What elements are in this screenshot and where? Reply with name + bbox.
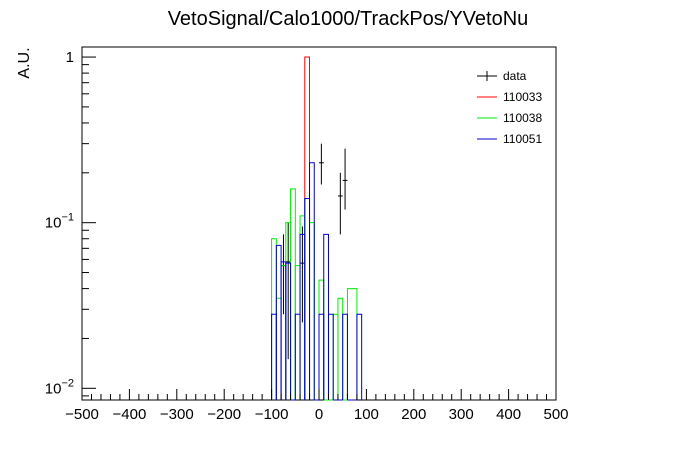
data-point	[285, 222, 291, 360]
x-axis: −500 −400 −300 −200 −100 0 100 200 300 400 500	[65, 389, 569, 423]
x-tick-label: 500	[543, 406, 568, 423]
histogram-bin	[342, 313, 348, 400]
x-tick-label: −100	[255, 406, 289, 423]
series-layer	[271, 56, 363, 401]
legend-item-data: data	[477, 69, 527, 83]
y-tick-label: 1	[66, 49, 74, 66]
histogram-bin	[309, 162, 315, 400]
legend-label: 110033	[503, 90, 542, 104]
x-tick-label: 0	[315, 406, 323, 423]
y-axis-label: A.U.	[16, 47, 33, 78]
series-110051	[271, 162, 363, 401]
legend-label: data	[503, 69, 527, 83]
y-tick-label: 10−2	[45, 377, 74, 397]
histogram-bin	[327, 313, 334, 400]
legend-label: 110051	[503, 132, 542, 146]
y-axis: 10−2 10−1 1	[45, 49, 96, 397]
x-tick-label: −200	[207, 406, 241, 423]
histogram-bin	[356, 313, 363, 400]
x-tick-label: −400	[113, 406, 147, 423]
legend-item-110051: 110051	[477, 132, 542, 146]
x-tick-label: 400	[496, 406, 521, 423]
legend-item-110038: 110038	[477, 111, 542, 125]
chart-title: VetoSignal/Calo1000/TrackPos/YVetoNu	[168, 8, 529, 30]
data-point	[337, 172, 343, 235]
x-tick-label: 100	[354, 406, 379, 423]
legend: data 110033 110038 110051	[477, 69, 542, 146]
x-tick-label: 200	[401, 406, 426, 423]
series-data	[281, 143, 348, 360]
legend-label: 110038	[503, 111, 542, 125]
x-tick-label: −300	[160, 406, 194, 423]
data-point	[342, 148, 348, 210]
y-tick-label: 10−1	[45, 212, 74, 232]
data-point	[300, 226, 305, 323]
x-tick-label: 300	[449, 406, 474, 423]
histogram-bin	[285, 262, 292, 400]
legend-item-110033: 110033	[477, 90, 542, 104]
x-tick-label: −500	[65, 406, 99, 423]
data-point	[319, 143, 324, 185]
